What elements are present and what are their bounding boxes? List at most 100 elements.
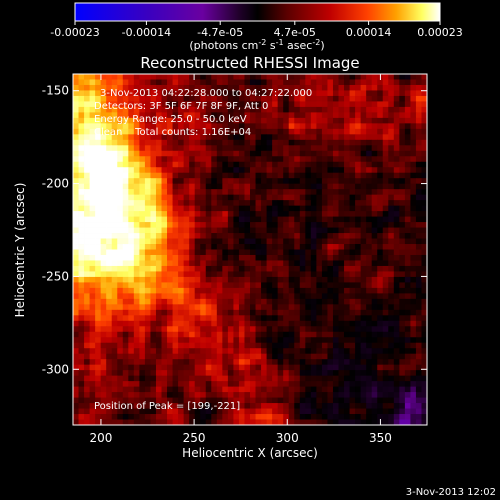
heatmap-cell (321, 331, 328, 338)
heatmap-cell (277, 326, 284, 333)
heatmap-cell (178, 386, 185, 393)
heatmap-cell (250, 238, 256, 245)
heatmap-cell (294, 381, 301, 388)
heatmap-cell (382, 381, 389, 388)
heatmap-cell (393, 233, 400, 239)
heatmap-cell (261, 403, 267, 409)
heatmap-cell (344, 106, 350, 113)
heatmap-cell (288, 265, 295, 272)
heatmap-cell (366, 117, 373, 124)
heatmap-cell (294, 211, 301, 217)
heatmap-cell (305, 331, 312, 338)
heatmap-cell (382, 194, 389, 201)
heatmap-cell (238, 222, 245, 228)
heatmap-cell (355, 128, 362, 135)
heatmap-cell (84, 227, 90, 234)
heatmap-cell (266, 183, 273, 190)
heatmap-cell (139, 397, 146, 404)
heatmap-cell (255, 156, 262, 163)
heatmap-cell (194, 101, 201, 108)
heatmap-cell (344, 337, 350, 344)
heatmap-cell (261, 172, 267, 179)
heatmap-cell (366, 375, 373, 382)
heatmap-cell (382, 265, 389, 272)
heatmap-cell (161, 364, 168, 371)
heatmap-cell (310, 348, 317, 355)
heatmap-cell (205, 364, 212, 371)
heatmap-cell (277, 254, 284, 261)
heatmap-cell (100, 276, 107, 283)
heatmap-cell (238, 276, 245, 283)
heatmap-cell (404, 309, 411, 316)
heatmap-cell (155, 79, 162, 86)
heatmap-cell (178, 419, 185, 426)
heatmap-cell (332, 397, 339, 404)
heatmap-cell (410, 359, 417, 366)
heatmap-cell (150, 381, 157, 388)
heatmap-cell (73, 315, 79, 322)
heatmap-cell (216, 74, 223, 80)
heatmap-cell (106, 419, 113, 426)
heatmap-cell (84, 84, 90, 91)
heatmap-cell (349, 145, 356, 152)
heatmap-cell (360, 145, 367, 152)
heatmap-cell (272, 331, 279, 338)
heatmap-cell (283, 326, 290, 333)
heatmap-cell (277, 84, 284, 91)
heatmap-cell (78, 84, 85, 91)
heatmap-cell (421, 364, 428, 371)
heatmap-cell (255, 392, 262, 398)
heatmap-cell (360, 200, 367, 207)
heatmap-cell (344, 183, 350, 190)
heatmap-cell (189, 337, 196, 344)
heatmap-cell (78, 254, 85, 261)
heatmap-cell (377, 293, 384, 300)
heatmap-cell (294, 161, 301, 168)
heatmap-cell (155, 156, 162, 163)
heatmap-cell (211, 397, 218, 404)
heatmap-cell (299, 359, 306, 366)
heatmap-cell (139, 260, 146, 267)
heatmap-cell (161, 205, 168, 212)
heatmap-cell (189, 233, 196, 239)
heatmap-cell (316, 84, 323, 91)
heatmap-cell (261, 145, 267, 152)
heatmap-cell (272, 183, 279, 190)
heatmap-cell (338, 304, 345, 311)
heatmap-cell (399, 200, 406, 207)
heatmap-cell (388, 408, 395, 415)
heatmap-cell (393, 293, 400, 300)
heatmap-cell (233, 233, 240, 239)
heatmap-cell (111, 419, 118, 426)
heatmap-cell (227, 419, 234, 426)
heatmap-cell (250, 375, 256, 382)
heatmap-cell (399, 276, 406, 283)
heatmap-cell (327, 414, 334, 420)
heatmap-cell (117, 139, 124, 146)
heatmap-cell (89, 156, 96, 163)
heatmap-cell (321, 167, 328, 174)
heatmap-cell (404, 189, 411, 196)
heatmap-cell (238, 419, 245, 426)
heatmap-cell (410, 419, 417, 426)
heatmap-cell (189, 84, 196, 91)
heatmap-cell (410, 397, 417, 404)
heatmap-cell (299, 205, 306, 212)
heatmap-cell (95, 178, 102, 185)
heatmap-cell (222, 106, 229, 113)
heatmap-cell (277, 244, 284, 250)
heatmap-cell (222, 337, 229, 344)
heatmap-cell (316, 293, 323, 300)
heatmap-cell (73, 364, 79, 371)
heatmap-cell (355, 403, 362, 409)
heatmap-cell (200, 211, 207, 217)
heatmap-cell (277, 265, 284, 272)
heatmap-cell (205, 419, 212, 426)
heatmap-cell (161, 276, 168, 283)
heatmap-cell (100, 183, 107, 190)
heatmap-cell (371, 227, 378, 234)
heatmap-cell (111, 249, 118, 256)
heatmap-cell (421, 189, 428, 196)
heatmap-cell (222, 183, 229, 190)
heatmap-cell (205, 200, 212, 207)
